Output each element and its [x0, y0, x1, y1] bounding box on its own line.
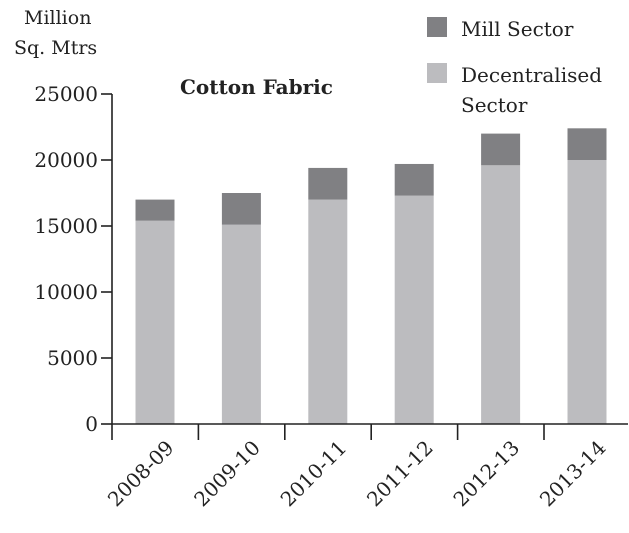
bar-decentralised-2009-10: [221, 224, 261, 424]
legend-label-mill-sector: Mill Sector: [461, 17, 574, 41]
y-tick-label-10000: 10000: [34, 280, 98, 304]
bar-mill-2008-09: [135, 199, 175, 221]
x-tick-label-2009-10: 2009-10: [189, 436, 265, 512]
legend-item-mill-sector: Mill Sector: [427, 14, 629, 44]
y-axis-title-line1: Million: [24, 7, 92, 29]
bar-decentralised-2010-11: [308, 199, 348, 424]
bar-decentralised-2012-13: [481, 165, 521, 424]
bar-mill-2011-12: [394, 163, 434, 196]
y-axis-title-line2: Sq. Mtrs: [14, 37, 98, 59]
x-tick-label-2012-13: 2012-13: [448, 436, 524, 512]
bar-mill-2012-13: [481, 133, 521, 166]
bar-decentralised-2011-12: [394, 195, 434, 424]
x-tick-label-2010-11: 2010-11: [276, 436, 352, 512]
bar-mill-2010-11: [308, 167, 348, 200]
y-tick-label-15000: 15000: [34, 214, 98, 238]
y-tick-label-25000: 25000: [34, 82, 98, 106]
y-tick-label-20000: 20000: [34, 148, 98, 172]
bar-decentralised-2013-14: [567, 160, 607, 424]
bar-mill-2009-10: [221, 193, 261, 225]
bar-decentralised-2008-09: [135, 220, 175, 424]
legend-label-decentralised-sector: Decentralised Sector: [461, 63, 603, 117]
x-tick-label-2013-14: 2013-14: [535, 436, 611, 512]
x-tick-label-2008-09: 2008-09: [103, 436, 179, 512]
legend-item-decentralised-sector: Decentralised Sector: [427, 60, 629, 120]
legend-swatch-decentralised-sector: [427, 63, 447, 83]
bar-mill-2013-14: [567, 128, 607, 160]
x-tick-label-2011-12: 2011-12: [362, 436, 438, 512]
y-tick-label-5000: 5000: [47, 346, 98, 370]
chart-title: Cotton Fabric: [180, 75, 333, 99]
y-tick-label-0: 0: [85, 412, 98, 436]
legend-swatch-mill-sector: [427, 17, 447, 37]
